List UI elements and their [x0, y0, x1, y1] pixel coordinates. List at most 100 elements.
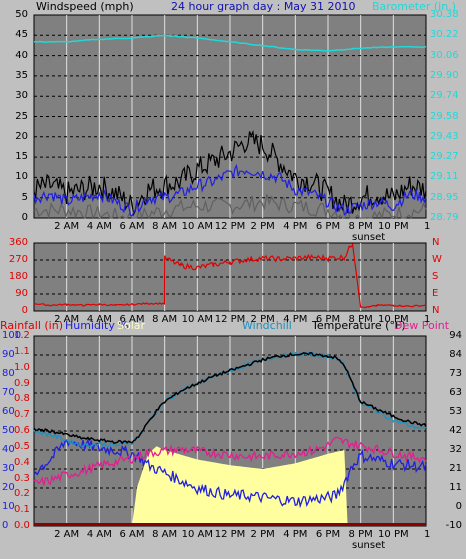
temperature-tick-label: 94: [449, 330, 462, 341]
x-tick-label: 12 PM: [214, 221, 246, 232]
y2-tick-label: 30.22: [430, 29, 459, 41]
y-tick-label: 25: [15, 110, 28, 122]
x-tick-label: 12 PM: [214, 529, 246, 540]
x-tick-label: 2 AM: [54, 529, 80, 540]
x-tick-label: 10 PM: [378, 221, 409, 232]
x-tick-label: 4 PM: [283, 221, 308, 232]
humidity-tick-label: 40: [2, 444, 15, 455]
legend-dewpoint: Dew Point: [394, 319, 450, 332]
humidity-tick-label: 0: [2, 520, 9, 531]
rain-tick-label: 0.1: [14, 504, 30, 516]
series-rainfall: [34, 523, 426, 526]
series-windmin: [33, 194, 427, 221]
y-tick-label: 35: [15, 69, 28, 81]
direction-tick-label: 360: [8, 237, 28, 248]
direction-tick-label: 90: [15, 288, 28, 299]
x-tick-label: 8 PM: [348, 221, 373, 232]
temperature-tick-label: 11: [449, 482, 462, 493]
y-tick-label: 30: [15, 90, 28, 102]
x-tick-label: 2 PM: [250, 529, 275, 540]
legend-windchill: Windchill: [242, 319, 292, 332]
temperature-tick-label: 63: [449, 387, 462, 398]
y2-tick-label: 29.74: [430, 90, 459, 102]
legend-humidity: Humidity %: [65, 319, 129, 332]
y-tick-label: 40: [15, 49, 28, 61]
x-tick-label: 8 PM: [348, 314, 373, 325]
humidity-tick-label: 10: [2, 501, 15, 512]
series-temperature: [33, 352, 427, 445]
rain-tick-label: 0.6: [14, 425, 30, 436]
rain-tick-label: 1.1: [14, 345, 30, 357]
series-barometer: [33, 34, 427, 52]
rain-tick-label: 0.0: [14, 520, 30, 531]
x-tick-label: 10 AM: [181, 221, 214, 232]
temperature-tick-label: 53: [449, 406, 462, 417]
x-tick-label: 2 PM: [250, 221, 275, 232]
y-tick-label: 10: [15, 171, 28, 183]
y-tick-label: 50: [15, 9, 28, 20]
x-tick-label: 4 AM: [86, 529, 112, 540]
x-tick-label: 2 PM: [250, 314, 275, 325]
y2-tick-label: 29.58: [430, 110, 459, 122]
y2-tick-label: 29.27: [430, 151, 459, 163]
x-tick-label: 1: [424, 221, 431, 232]
temperature-tick-label: 32: [449, 444, 462, 455]
y2-tick-label: 30.38: [430, 9, 459, 20]
x-tick-label: 4 AM: [86, 314, 112, 325]
humidity-tick-label: 60: [2, 406, 15, 417]
temperature-tick-label: 84: [449, 349, 462, 360]
x-tick-label: 6 AM: [119, 221, 145, 232]
x-tick-label: 1: [424, 529, 431, 540]
direction-tick-label: 0: [21, 305, 28, 316]
rain-tick-label: 0.8: [14, 393, 30, 405]
compass-tick-label: S: [432, 271, 439, 282]
x-tick-label: 10 PM: [378, 529, 409, 540]
temperature-tick-label: 0: [455, 501, 462, 512]
direction-tick-label: 270: [8, 254, 28, 265]
humidity-tick-label: 70: [2, 387, 15, 398]
x-tick-label: 6 AM: [119, 529, 145, 540]
temperature-tick-label: 42: [449, 425, 462, 436]
humidity-tick-label: 50: [2, 425, 15, 436]
temperature-tick-label: -10: [445, 520, 462, 531]
compass-tick-label: N: [432, 237, 440, 248]
y-tick-label: 15: [15, 151, 28, 163]
x-tick-label: 8 AM: [152, 314, 178, 325]
x-tick-label: 6 PM: [315, 529, 341, 540]
x-tick-label: 4 PM: [283, 529, 308, 540]
y2-tick-label: 30.06: [430, 49, 459, 61]
series-solar: [34, 446, 426, 526]
x-tick-label: 10 PM: [378, 314, 409, 325]
x-tick-label: 8 AM: [152, 529, 178, 540]
humidity-tick-label: 20: [2, 482, 15, 493]
rain-tick-label: 1.2: [14, 330, 30, 341]
y2-tick-label: 29.11: [430, 171, 459, 183]
y2-tick-label: 29.90: [430, 69, 459, 81]
x-tick-label: 6 AM: [119, 314, 145, 325]
y-tick-label: 0: [21, 212, 28, 223]
x-tick-label: 10 AM: [181, 529, 214, 540]
compass-tick-label: N: [432, 305, 440, 316]
compass-tick-label: E: [432, 288, 439, 299]
temperature-tick-label: 21: [449, 463, 462, 474]
rain-tick-label: 0.3: [14, 472, 30, 484]
chart-title: 24 hour graph day : May 31 2010: [171, 0, 356, 13]
humidity-tick-label: 100: [2, 330, 22, 341]
y2-tick-label: 28.95: [430, 191, 459, 203]
x-tick-label: 4 AM: [86, 221, 112, 232]
legend-temperature: Temperature (°F): [312, 319, 406, 332]
compass-tick-label: W: [432, 254, 442, 265]
humidity-tick-label: 90: [2, 349, 15, 360]
y-tick-label: 5: [21, 191, 28, 203]
humidity-tick-label: 80: [2, 368, 15, 379]
x-tick-label: 2 AM: [54, 221, 80, 232]
rain-tick-label: 0.5: [14, 440, 30, 452]
x-tick-label: 6 PM: [315, 314, 341, 325]
rain-tick-label: 0.2: [14, 488, 30, 500]
rain-tick-label: 0.9: [14, 377, 30, 389]
x-tick-label: 12 PM: [214, 314, 246, 325]
x-tick-label: 2 AM: [54, 314, 80, 325]
x-tick-label: 10 AM: [181, 314, 214, 325]
series-direction: [34, 243, 427, 309]
